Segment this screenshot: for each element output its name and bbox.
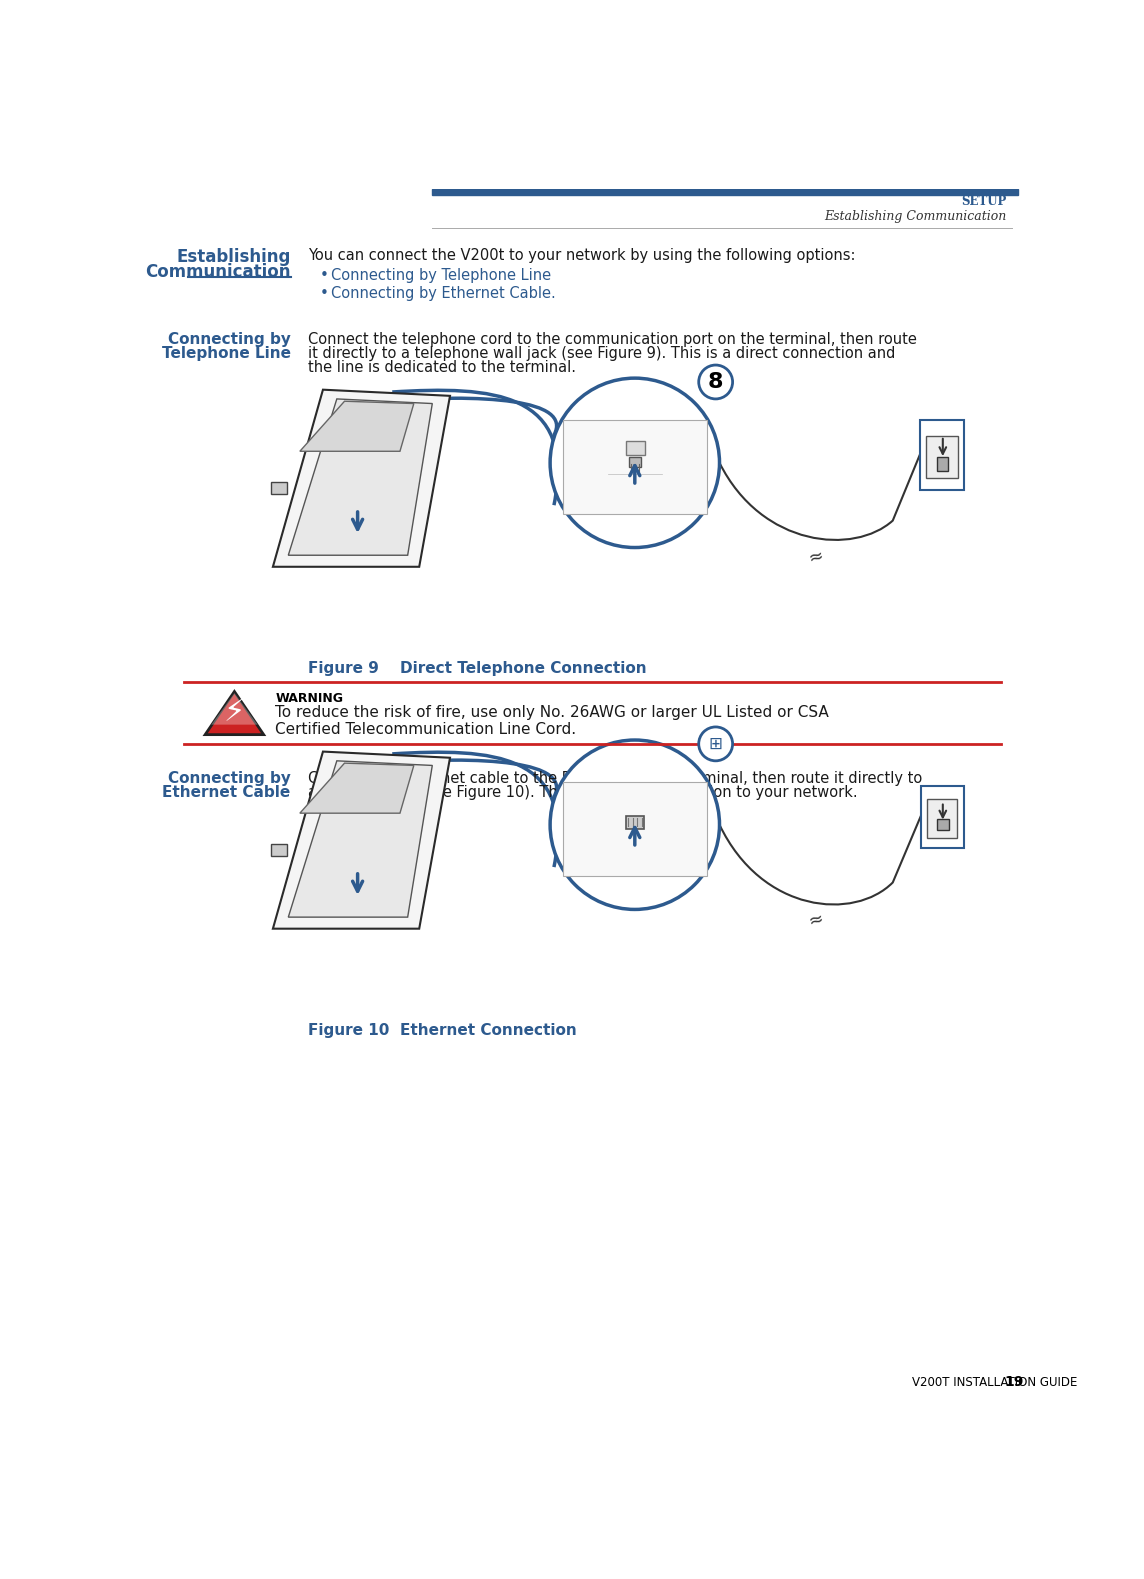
Text: SETUP: SETUP (961, 194, 1007, 208)
Polygon shape (205, 692, 263, 734)
Text: Direct Telephone Connection: Direct Telephone Connection (400, 660, 646, 676)
Bar (626, 816, 644, 829)
Text: ≈: ≈ (807, 546, 825, 568)
Text: Figure 10: Figure 10 (308, 1023, 389, 1037)
Bar (920, 420, 964, 489)
Text: You can connect the V200t to your network by using the following options:: You can connect the V200t to your networ… (308, 248, 855, 264)
Bar (937, 820, 950, 831)
Text: V200T INSTALLATION GUIDE: V200T INSTALLATION GUIDE (912, 1377, 1078, 1390)
Text: ⚡: ⚡ (224, 698, 245, 728)
Polygon shape (288, 399, 432, 556)
Text: a network jack (see Figure 10). This is a direct connection to your network.: a network jack (see Figure 10). This is … (308, 785, 857, 799)
Circle shape (550, 741, 720, 910)
Text: 8: 8 (708, 373, 723, 392)
Text: Figure 9: Figure 9 (308, 660, 379, 676)
Text: Communication: Communication (145, 262, 291, 281)
Bar (563, 420, 707, 513)
Text: Connecting by: Connecting by (168, 332, 291, 347)
Text: To reduce the risk of fire, use only No. 26AWG or larger UL Listed or CSA: To reduce the risk of fire, use only No.… (276, 706, 829, 720)
Bar (271, 845, 287, 856)
Bar (928, 799, 956, 838)
Bar (626, 441, 645, 455)
Text: Connect the telephone cord to the communication port on the terminal, then route: Connect the telephone cord to the commun… (308, 332, 916, 347)
Text: Connecting by: Connecting by (168, 771, 291, 786)
Text: Connect the ethernet cable to the ETH port on the terminal, then route it direct: Connect the ethernet cable to the ETH po… (308, 771, 922, 786)
Text: ⊞: ⊞ (709, 734, 723, 753)
Text: ≈: ≈ (807, 911, 825, 932)
Text: Establishing: Establishing (176, 248, 291, 265)
Text: it directly to a telephone wall jack (see Figure 9). This is a direct connection: it directly to a telephone wall jack (se… (308, 346, 895, 360)
Bar (925, 436, 959, 478)
Text: •: • (320, 286, 328, 300)
Circle shape (699, 365, 732, 399)
Bar (937, 456, 948, 471)
Polygon shape (273, 752, 450, 928)
Text: WARNING: WARNING (276, 692, 343, 704)
Text: Ethernet Cable: Ethernet Cable (162, 785, 291, 799)
Circle shape (550, 377, 720, 548)
Text: Certified Telecommunication Line Cord.: Certified Telecommunication Line Cord. (276, 722, 577, 737)
Bar (563, 782, 707, 875)
Bar (921, 786, 963, 848)
Text: Connecting by Ethernet Cable.: Connecting by Ethernet Cable. (331, 286, 555, 300)
Text: Establishing Communication: Establishing Communication (825, 210, 1007, 223)
Text: 19: 19 (1004, 1375, 1024, 1390)
Bar (271, 482, 287, 494)
Circle shape (699, 726, 732, 761)
Polygon shape (212, 693, 257, 725)
Polygon shape (300, 401, 414, 452)
Text: Connecting by Telephone Line: Connecting by Telephone Line (331, 268, 550, 283)
Text: •: • (320, 268, 328, 283)
Text: Ethernet Connection: Ethernet Connection (400, 1023, 577, 1037)
Text: the line is dedicated to the terminal.: the line is dedicated to the terminal. (308, 360, 575, 374)
Polygon shape (300, 763, 414, 813)
Text: Telephone Line: Telephone Line (161, 346, 291, 360)
Bar (432, 189, 1017, 194)
Bar (629, 458, 641, 467)
Polygon shape (273, 390, 450, 567)
Polygon shape (288, 761, 432, 917)
